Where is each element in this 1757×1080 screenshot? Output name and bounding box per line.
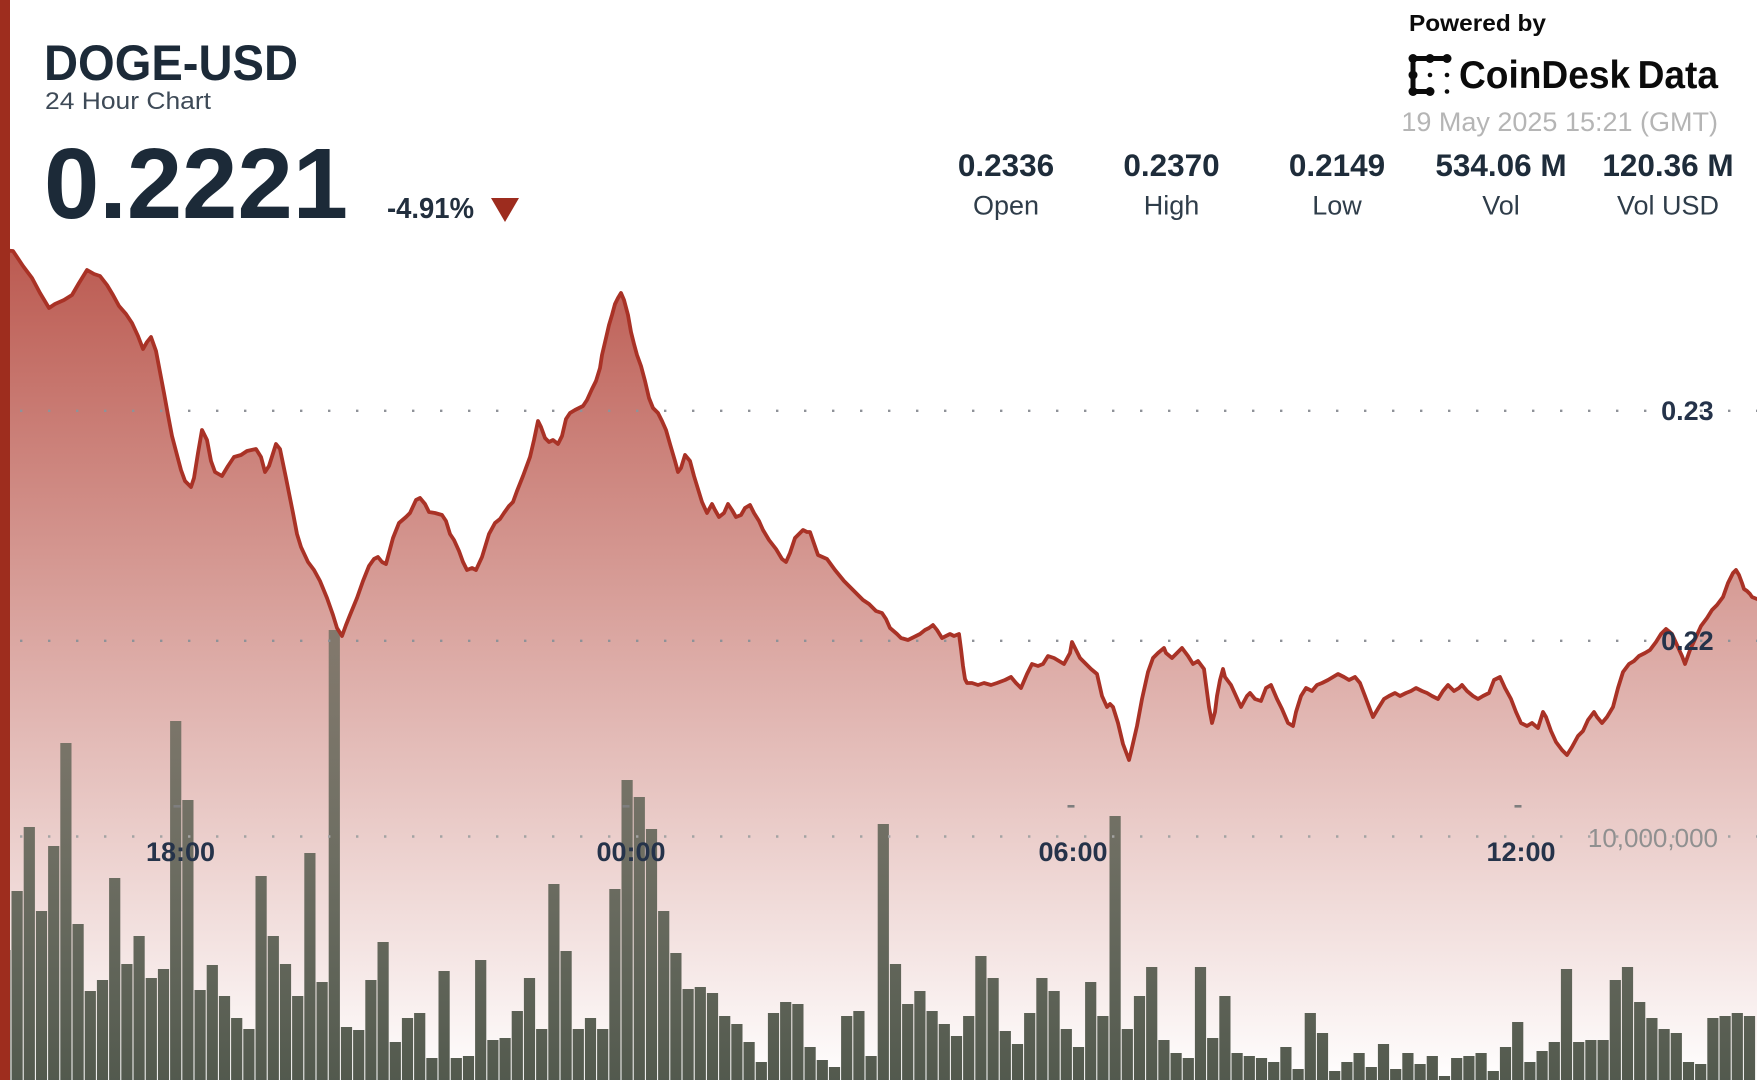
svg-text:0.2370: 0.2370 bbox=[1123, 147, 1219, 183]
svg-text:12:00: 12:00 bbox=[1486, 837, 1555, 867]
svg-text:Vol USD: Vol USD bbox=[1617, 191, 1719, 221]
svg-text:Vol: Vol bbox=[1482, 191, 1520, 221]
svg-text:-4.91%: -4.91% bbox=[387, 193, 474, 225]
svg-text:0.2221: 0.2221 bbox=[44, 128, 348, 240]
svg-text:00:00: 00:00 bbox=[596, 837, 665, 867]
svg-text:Powered by: Powered by bbox=[1409, 10, 1546, 36]
svg-text:Open: Open bbox=[973, 191, 1039, 221]
svg-text:Low: Low bbox=[1312, 191, 1362, 221]
svg-text:0.2149: 0.2149 bbox=[1289, 147, 1385, 183]
svg-text:120.36 M: 120.36 M bbox=[1602, 147, 1733, 183]
svg-text:10,000,000: 10,000,000 bbox=[1588, 823, 1718, 853]
svg-text:19 May 2025 15:21 (GMT): 19 May 2025 15:21 (GMT) bbox=[1401, 107, 1718, 137]
svg-text:DOGE-USD: DOGE-USD bbox=[44, 35, 298, 91]
svg-text:534.06 M: 534.06 M bbox=[1435, 147, 1566, 183]
svg-text:0.22: 0.22 bbox=[1661, 626, 1714, 656]
svg-text:High: High bbox=[1144, 191, 1200, 221]
svg-text:0.2336: 0.2336 bbox=[958, 147, 1054, 183]
svg-text:18:00: 18:00 bbox=[146, 837, 215, 867]
svg-text:24 Hour Chart: 24 Hour Chart bbox=[45, 88, 211, 115]
svg-text:0.23: 0.23 bbox=[1661, 396, 1714, 426]
svg-text:CoinDesk Data: CoinDesk Data bbox=[1459, 54, 1719, 97]
svg-text:06:00: 06:00 bbox=[1038, 837, 1107, 867]
